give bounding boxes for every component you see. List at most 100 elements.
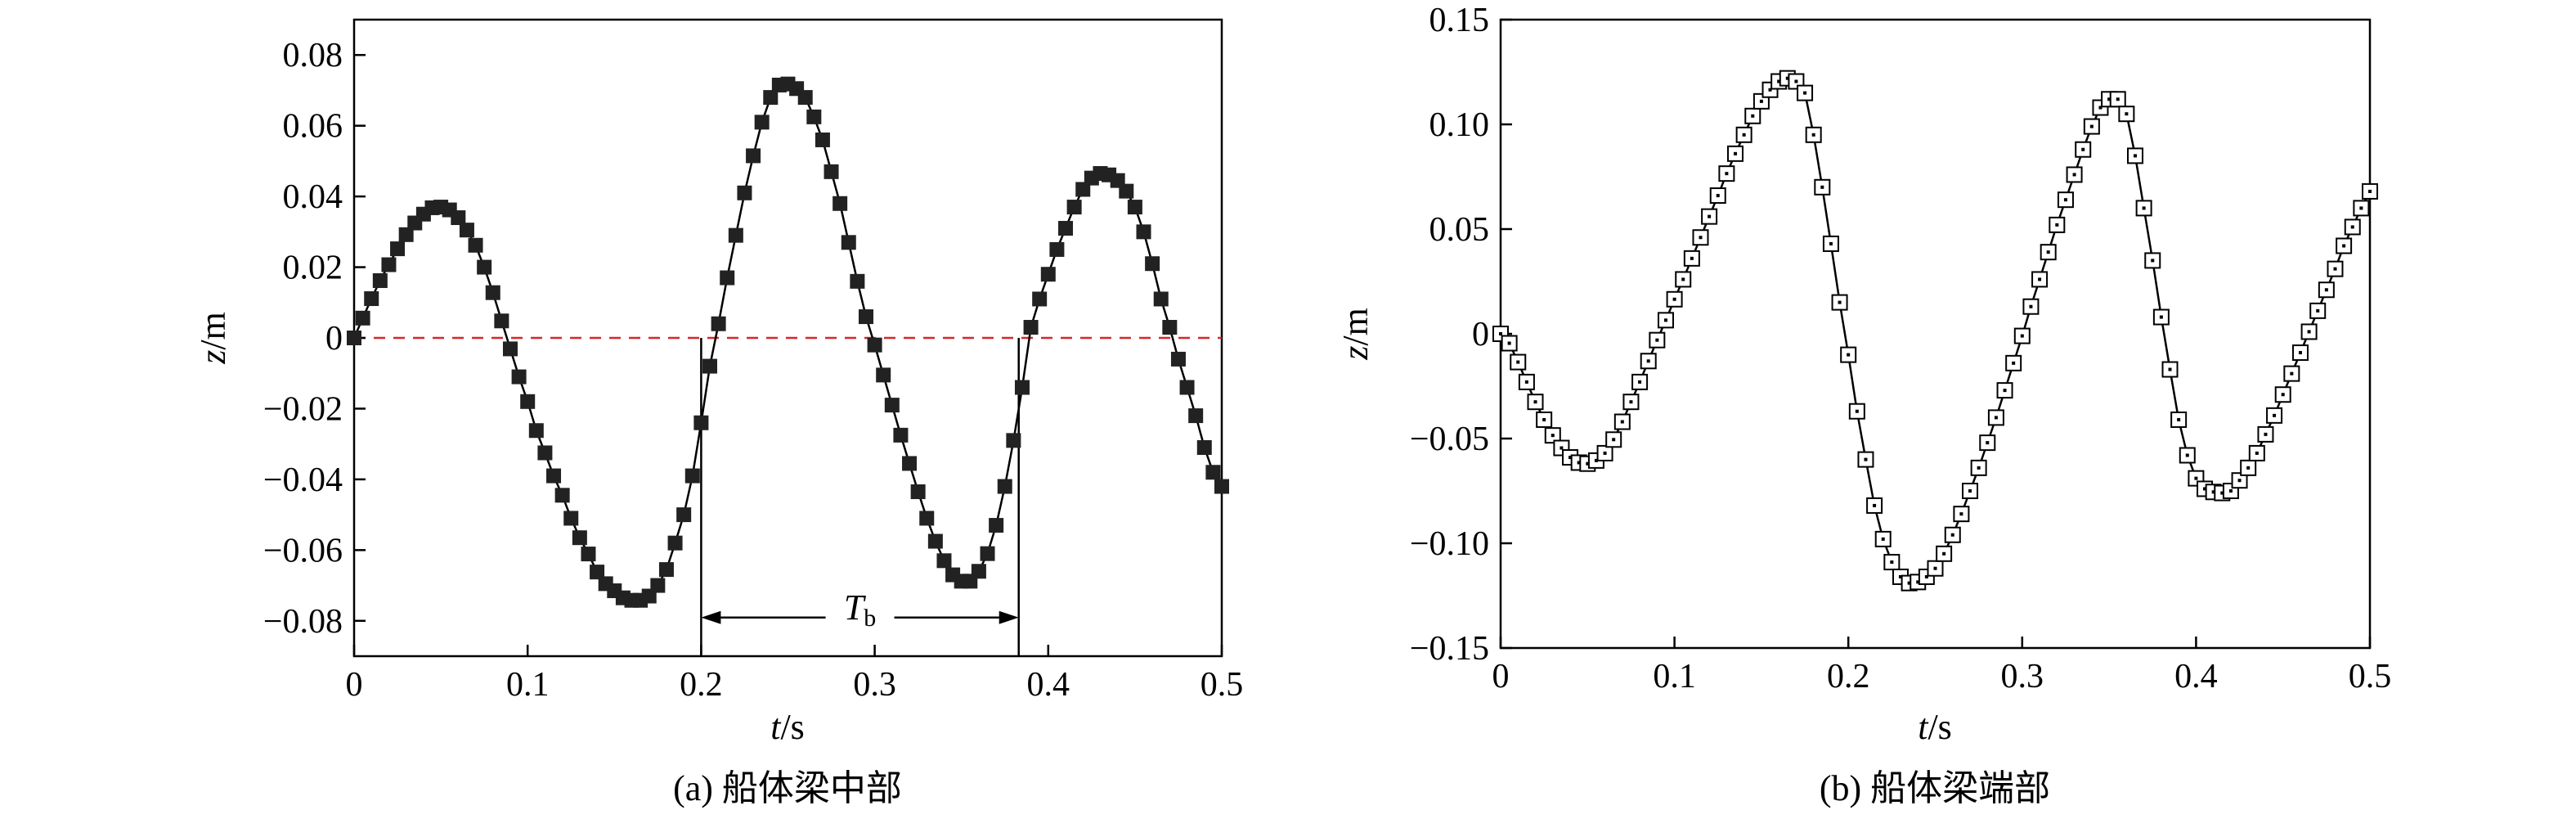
data-point [763,90,779,106]
data-point [2274,386,2291,403]
y-tick-label: −0.10 [1410,525,1489,563]
data-point [546,468,562,484]
chart-a-caption: (a) 船体梁中部 [673,768,902,808]
y-tick-label: 0.05 [1429,211,1490,249]
data-point [1127,200,1142,215]
data-point [1162,320,1178,335]
data-point [1640,353,1657,370]
data-point [1536,411,1553,428]
chart-b-markers [1492,70,2378,592]
data-point [2152,308,2170,326]
chart-b-plot-frame [1499,18,2372,650]
data-point [1605,431,1622,448]
chart-b-caption: (b) 船体梁端部 [1820,768,2050,808]
data-point [1936,545,1953,562]
data-point [1527,394,1544,411]
data-point [563,511,579,526]
data-point [876,367,891,383]
y-tick-label: 0.08 [283,37,343,74]
chart-a-series-line [352,83,1223,601]
data-point [528,423,544,439]
data-point [1822,235,1839,252]
chart-a-x-axis-label: t/s [770,707,805,747]
data-point [2309,302,2327,319]
data-point [1814,178,1831,196]
data-point [2066,166,2083,183]
data-point [1631,373,1649,390]
data-point [2353,200,2370,217]
data-point [867,337,882,353]
data-point [347,331,361,345]
data-point [2248,444,2265,461]
data-point [893,427,909,443]
data-point [554,488,570,503]
data-point [1196,439,1212,455]
data-point [797,90,813,106]
data-point [381,257,397,272]
data-point [1857,451,1874,468]
data-point [650,578,666,593]
data-point [815,132,830,147]
chart-b-series-line [1500,77,2372,584]
y-tick-label: 0.10 [1429,106,1490,144]
data-point [590,565,605,580]
chart-a-ticks: 0 0.1 0.2 0.3 0.4 0.5 0.08 0.06 0.04 0.02 0 −0.02 −0… [263,37,1243,704]
data-point [2075,141,2092,158]
data-point [1622,394,1640,411]
data-point [2362,182,2378,200]
data-point [502,341,518,357]
data-point [684,468,700,484]
data-point [2161,361,2179,378]
data-point [1145,256,1160,272]
data-point [390,241,406,257]
data-point [1883,554,1901,571]
data-point [1040,267,1056,282]
data-point [667,535,683,551]
data-point [2013,327,2031,344]
data-point [398,227,414,242]
data-point [2240,459,2257,476]
data-point [884,398,900,413]
data-point [702,358,718,374]
data-point [989,518,1004,533]
data-point [1613,413,1631,430]
data-point [1718,165,1735,182]
arrowhead-right [999,610,1019,624]
data-point [2257,425,2274,443]
data-point [520,394,536,409]
y-tick-label: −0.15 [1410,630,1489,668]
data-point [355,310,370,326]
x-tick-label: 0.1 [1653,658,1696,695]
data-point [2005,354,2022,371]
data-point [1179,380,1195,395]
data-point [658,562,674,578]
x-tick-label: 0.3 [2001,658,2044,695]
chart-b: 0 0.1 0.2 0.3 0.4 0.5 0.15 0.10 0.05 0 −0.05 −0.10 −… [1335,2,2391,808]
y-tick-label: −0.05 [1410,421,1489,458]
data-point [511,369,527,385]
data-point [1987,409,2004,426]
data-point [1544,427,1561,444]
data-point [746,148,761,164]
data-point [1188,408,1204,424]
data-point [485,285,500,300]
data-point [1066,200,1082,215]
data-point [1874,530,1892,547]
data-point [1848,403,1865,420]
period-label: Tb [844,587,876,632]
data-point [572,530,587,546]
data-point [676,507,692,523]
data-point [1701,208,1718,225]
chart-a-y-axis-label: z/m [193,312,233,365]
data-point [1683,250,1700,267]
y-tick-label: 0.04 [283,178,343,216]
data-point [2083,118,2100,135]
data-point [693,415,709,430]
data-point [728,227,743,243]
chart-a-period-annotation: Tb [700,338,1020,656]
data-point [850,273,865,289]
data-point [1962,483,1979,499]
data-point [1501,335,1518,352]
x-tick-label: 0.3 [853,666,896,704]
